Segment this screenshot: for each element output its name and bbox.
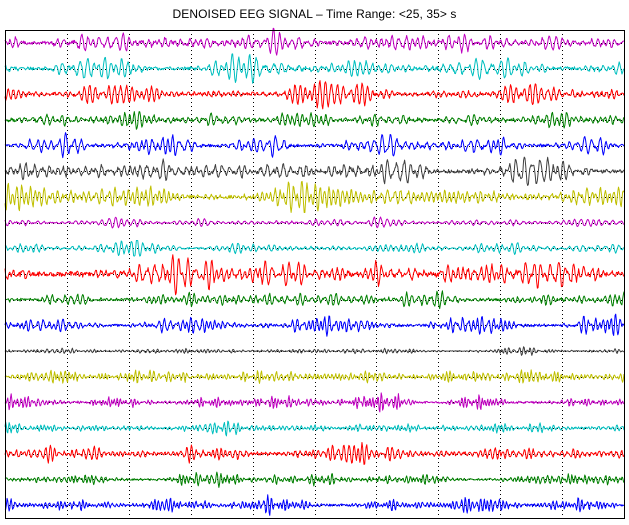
- eeg-channel-1: [4, 27, 625, 56]
- eeg-channel-18: [4, 471, 625, 488]
- eeg-channel-15: [4, 392, 625, 413]
- eeg-channel-4: [4, 111, 625, 130]
- chart-title: DENOISED EEG SIGNAL – Time Range: <25, 3…: [172, 7, 457, 21]
- eeg-channel-12: [4, 313, 625, 337]
- eeg-channel-16: [4, 420, 625, 437]
- plot-frame: [5, 30, 625, 519]
- eeg-channel-13: [4, 346, 625, 356]
- eeg-channel-2: [4, 53, 625, 84]
- eeg-channel-8: [4, 216, 625, 229]
- eeg-channel-6: [4, 156, 625, 187]
- eeg-channel-3: [4, 80, 625, 110]
- eeg-channel-7: [4, 180, 625, 213]
- eeg-channel-11: [4, 290, 625, 310]
- eeg-channel-9: [4, 240, 625, 257]
- eeg-channel-14: [4, 369, 625, 384]
- eeg-channel-10: [4, 254, 625, 296]
- eeg-channel-19: [4, 494, 625, 516]
- trace-layer: [4, 27, 625, 516]
- eeg-channel-5: [4, 132, 625, 159]
- eeg-channel-17: [4, 441, 625, 465]
